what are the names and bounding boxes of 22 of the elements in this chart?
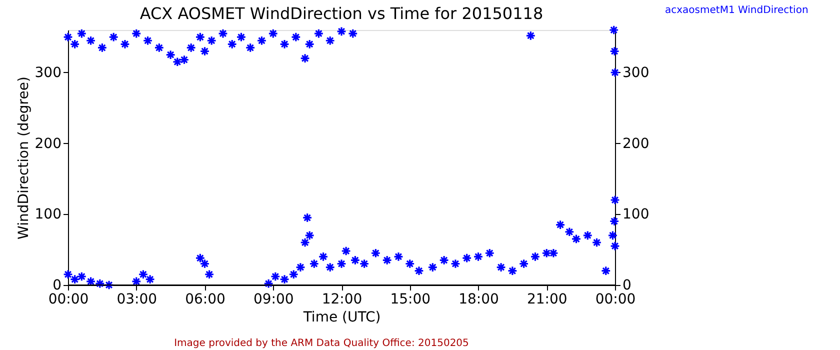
y-tick-label: 0 bbox=[52, 278, 62, 294]
y2-tick-label: 200 bbox=[622, 136, 650, 152]
x-tick-label: 03:00 bbox=[116, 292, 158, 308]
text: Image provided by the ARM Data Quality Office: 20150205 bbox=[174, 338, 469, 349]
x-axis-title: Time (UTC) bbox=[302, 310, 381, 326]
x-tick-label: 12:00 bbox=[322, 292, 362, 308]
chart-title: ACX AOSMET WindDirection vs Time for 20150118 bbox=[140, 4, 544, 23]
x-tick-label: 06:00 bbox=[185, 292, 226, 308]
y2-tick-label: 0 bbox=[622, 278, 632, 294]
y-tick-label: 100 bbox=[34, 206, 62, 223]
x-tick-label: 00:00 bbox=[595, 292, 636, 308]
y-axis-title: WindDirection (degree) bbox=[16, 76, 32, 240]
x-tick-label: 18:00 bbox=[458, 292, 499, 308]
y2-tick-label: 300 bbox=[622, 65, 650, 81]
x-tick-label: 09:00 bbox=[253, 292, 294, 308]
x-tick-label: 15:00 bbox=[390, 292, 431, 308]
y-tick-label: 200 bbox=[34, 136, 62, 152]
text: acxaosmetM1 WindDirection bbox=[665, 5, 808, 16]
x-tick-label: 21:00 bbox=[526, 292, 568, 308]
x-tick-label: 00:00 bbox=[48, 292, 89, 308]
y2-tick-label: 100 bbox=[622, 206, 650, 223]
y-tick-label: 300 bbox=[34, 65, 62, 81]
